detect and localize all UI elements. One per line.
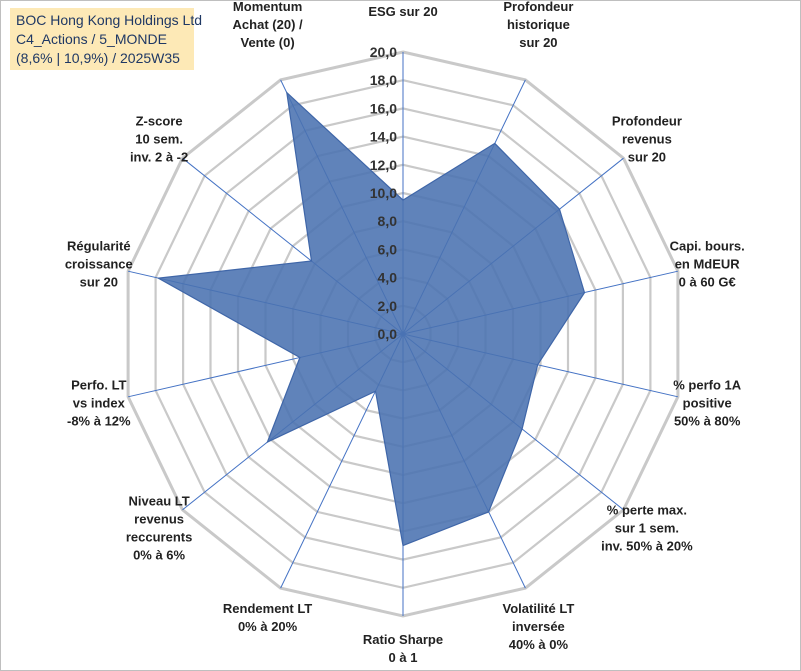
category-label-line: ESG sur 20 [368,4,437,19]
tick-label: 12,0 [370,157,397,173]
category-label-line: 0% à 20% [238,619,298,634]
category-label-line: sur 20 [80,275,118,290]
tick-label: 0,0 [378,326,398,342]
category-label-line: inv. 2 à -2 [130,150,188,165]
tick-label: 10,0 [370,185,397,201]
category-label-line: vs index [73,395,126,410]
category-label-line: 10 sem. [135,132,183,147]
series-area [156,91,586,547]
category-label-line: historique [507,17,570,32]
category-label-line: sur 1 sem. [615,521,679,536]
chart-title-line-3: (8,6% | 10,9%) / 2025W35 [16,50,180,66]
category-label-line: 0 à 60 G€ [679,275,736,290]
category-label-line: en MdEUR [675,257,741,272]
category-label-line: Momentum [233,0,302,14]
category-label-line: Vente (0) [241,35,295,50]
tick-label: 4,0 [378,270,398,286]
category-label-line: Profondeur [503,0,573,14]
category-label-line: Régularité [67,239,131,254]
series-layer [156,91,586,547]
category-label-line: 0% à 6% [133,548,185,563]
category-label-line: inversée [512,619,565,634]
category-label-line: croissance [65,257,133,272]
tick-label: 18,0 [370,72,397,88]
category-label-line: revenus [622,132,672,147]
category-label-line: -8% à 12% [67,413,131,428]
ticks-layer: 0,0 2,0 4,0 6,0 8,0 10,0 12,0 14,0 16,0 18,0 20,0 [370,44,397,342]
category-label: Niveau LT revenus reccurents 0% à 6% [126,494,192,563]
category-label-line: 50% à 80% [674,413,741,428]
category-label-line: Profondeur [612,114,682,129]
tick-label: 20,0 [370,44,397,60]
tick-label: 2,0 [378,298,398,314]
category-label: Profondeur historique sur 20 [503,0,573,50]
chart-title-line-1: BOC Hong Kong Holdings Ltd [16,12,202,28]
category-label-line: inv. 50% à 20% [601,539,693,554]
category-label: Volatilité LT inversée 40% à 0% [503,601,575,652]
tick-label: 14,0 [370,129,397,145]
chart-title-line-2: C4_Actions / 5_MONDE [16,31,167,47]
category-label-line: Achat (20) / [233,17,303,32]
category-label: Ratio Sharpe 0 à 1 [363,632,443,665]
category-label-line: 0 à 1 [389,650,418,665]
category-label-line: 40% à 0% [509,637,569,652]
category-label: % perfo 1A positive 50% à 80% [673,377,742,428]
category-label: Note ESG sur 20 [368,0,437,19]
category-label-line: % perfo 1A [673,377,742,392]
labels-layer: Note ESG sur 20 Profondeur historique sur 20… [65,0,745,665]
category-label-line: Ratio Sharpe [363,632,443,647]
category-label: Capi. bours. en MdEUR 0 à 60 G€ [670,239,745,290]
chart-title-box: BOC Hong Kong Holdings Ltd C4_Actions / … [10,8,202,70]
category-label-line: % perte max. [607,503,687,518]
category-label: Momentum Achat (20) / Vente (0) [233,0,303,50]
tick-label: 8,0 [378,213,398,229]
category-label-line: positive [683,395,732,410]
category-label-line: Volatilité LT [503,601,575,616]
category-label: Z-score 10 sem. inv. 2 à -2 [130,114,188,165]
category-label: Rendement LT 0% à 20% [223,601,312,634]
category-label-line: sur 20 [628,150,666,165]
category-label-line: reccurents [126,530,192,545]
category-label-line: sur 20 [519,35,557,50]
category-label: Profondeur revenus sur 20 [612,114,682,165]
category-label-line: Capi. bours. [670,239,745,254]
category-label-line: Niveau LT [129,494,190,509]
category-label: Régularité croissance sur 20 [65,239,133,290]
category-label-line: Note [389,0,418,1]
category-label-line: revenus [134,512,184,527]
tick-label: 16,0 [370,100,397,116]
category-label-line: Perfo. LT [71,377,126,392]
category-label-line: Rendement LT [223,601,312,616]
category-label: % perte max. sur 1 sem. inv. 50% à 20% [601,503,693,554]
category-label-line: Z-score [136,114,183,129]
tick-label: 6,0 [378,241,398,257]
category-label: Perfo. LT vs index -8% à 12% [67,377,131,428]
